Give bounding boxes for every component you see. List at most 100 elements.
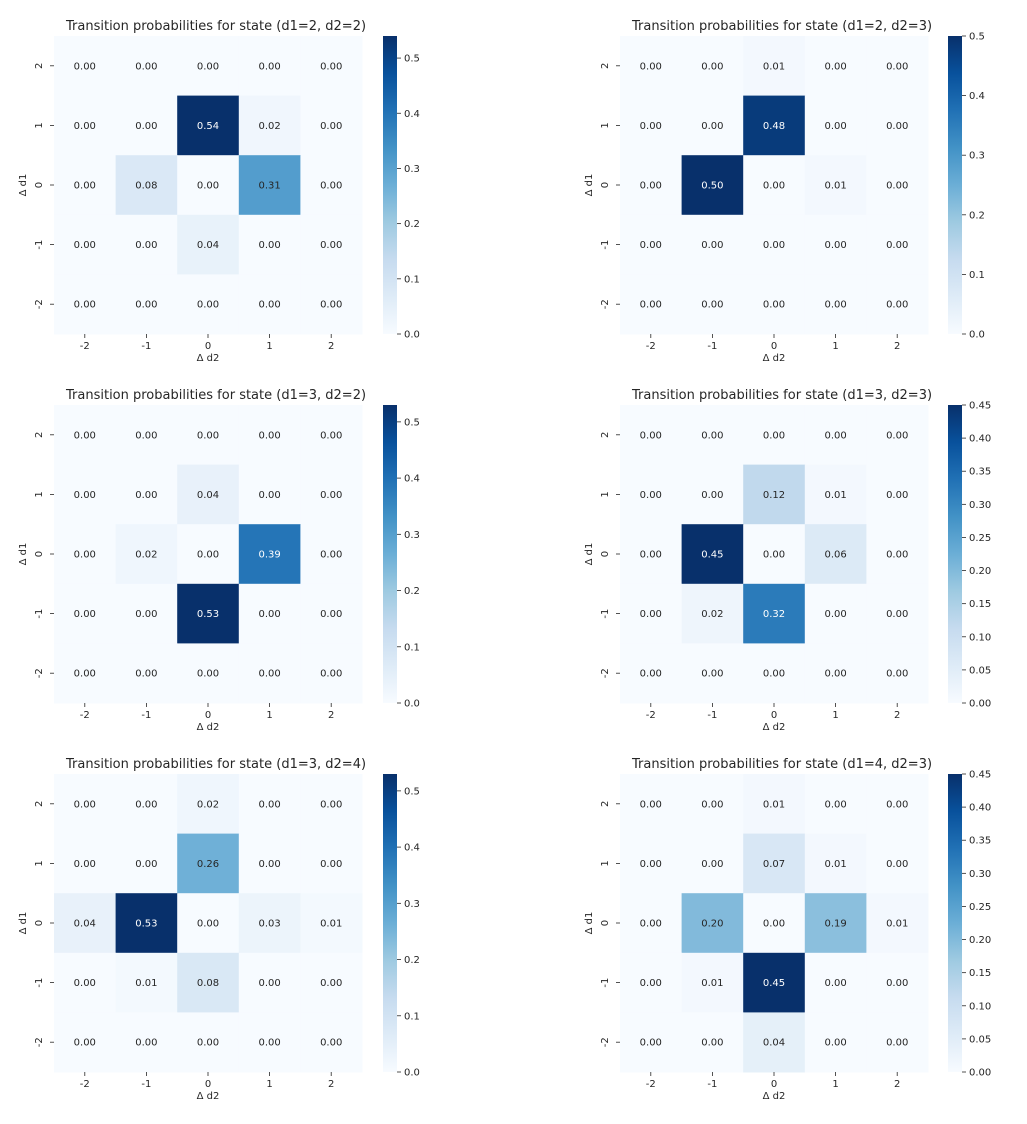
cell-value-label: 0.00 — [640, 61, 662, 72]
y-tick-label: 0 — [600, 551, 611, 557]
cell-value-label: 0.32 — [763, 609, 785, 620]
cell-value-label: 0.00 — [320, 1038, 342, 1049]
heatmap-cell — [681, 833, 744, 894]
colorbar-gradient — [948, 774, 962, 1072]
heatmap-cell — [300, 36, 363, 97]
heatmap-panel-1: Transition probabilities for state (d1=2… — [18, 19, 420, 364]
cell-value-label: 0.00 — [886, 430, 908, 441]
heatmap-cell — [238, 36, 301, 97]
colorbar-tick-label: 0.3 — [404, 899, 420, 910]
colorbar-gradient — [383, 774, 397, 1072]
heatmap-cell — [238, 1012, 301, 1073]
colorbar-tick-label: 0.5 — [404, 54, 420, 65]
cell-value-label: 0.00 — [701, 490, 723, 501]
heatmap-panel-2: Transition probabilities for state (d1=2… — [584, 19, 985, 364]
cell-value-label: 0.00 — [320, 669, 342, 680]
cell-value-label: 0.00 — [74, 609, 96, 620]
colorbar-tick-label: 0.4 — [404, 843, 420, 854]
x-tick-label: -2 — [80, 710, 90, 721]
cell-value-label: 0.00 — [763, 430, 785, 441]
colorbar: 0.00 0.05 0.10 0.15 0.20 0.25 0.30 0.35 0.40 0.45 — [948, 401, 991, 710]
heatmap-cell — [300, 155, 363, 216]
x-tick-label: -2 — [646, 1079, 656, 1090]
heatmap-cell — [238, 155, 301, 216]
heatmap-cell — [238, 274, 301, 335]
heatmap-cell — [238, 583, 301, 644]
colorbar-tick-label: 0.30 — [969, 500, 991, 511]
cell-value-label: 0.00 — [74, 490, 96, 501]
cell-value-label: 0.08 — [197, 978, 219, 989]
y-tick-label: 0 — [600, 920, 611, 926]
heatmap-cell — [743, 643, 806, 704]
cell-value-label: 0.00 — [135, 669, 157, 680]
heatmap-cell — [743, 274, 806, 335]
colorbar: 0.0 0.1 0.2 0.3 0.4 0.5 — [948, 32, 985, 341]
colorbar-tick-label: 0.10 — [969, 632, 991, 643]
cell-value-label: 0.00 — [886, 1038, 908, 1049]
cell-value-label: 0.07 — [763, 859, 785, 870]
heatmap-cell — [54, 155, 117, 216]
cell-value-label: 0.00 — [74, 978, 96, 989]
cell-value-label: 0.00 — [258, 799, 280, 810]
cell-value-label: 0.00 — [258, 430, 280, 441]
cell-value-label: 0.01 — [701, 978, 723, 989]
cell-value-label: 0.12 — [763, 490, 785, 501]
heatmap-cell — [300, 464, 363, 525]
cell-value-label: 0.00 — [824, 669, 846, 680]
heatmap-cell — [300, 1012, 363, 1073]
heatmap-cell — [681, 214, 744, 275]
colorbar-tick-label: 0.15 — [969, 968, 991, 979]
heatmap-cell — [620, 1012, 683, 1073]
heatmap-cell — [177, 274, 240, 335]
heatmap-cell — [804, 95, 867, 156]
x-tick-label: 0 — [205, 710, 211, 721]
heatmap-cell — [620, 405, 683, 466]
y-tick-label: -1 — [34, 978, 45, 988]
heatmap-cell — [300, 583, 363, 644]
heatmap-cell — [300, 833, 363, 894]
heatmap-panel-3: Transition probabilities for state (d1=3… — [18, 388, 420, 733]
x-tick-label: 2 — [894, 341, 900, 352]
heatmap-cell — [300, 405, 363, 466]
colorbar-tick-label: 0.00 — [969, 1068, 991, 1079]
cell-value-label: 0.00 — [824, 61, 846, 72]
cell-value-label: 0.00 — [824, 1038, 846, 1049]
colorbar: 0.0 0.1 0.2 0.3 0.4 0.5 — [383, 774, 420, 1079]
cell-value-label: 0.02 — [701, 609, 723, 620]
heatmap-cell — [115, 833, 178, 894]
x-tick-label: 2 — [894, 710, 900, 721]
heatmap-cell — [238, 833, 301, 894]
cell-value-label: 0.00 — [886, 490, 908, 501]
x-tick-label: -1 — [707, 710, 717, 721]
cell-value-label: 0.00 — [74, 240, 96, 251]
cell-value-label: 0.00 — [320, 61, 342, 72]
y-tick-label: -1 — [34, 240, 45, 250]
heatmap-cell — [743, 952, 806, 1013]
heatmap-cell — [115, 95, 178, 156]
colorbar-gradient — [948, 405, 962, 703]
y-tick-label: -2 — [600, 299, 611, 309]
cell-value-label: 0.00 — [886, 550, 908, 561]
heatmap-cell — [300, 274, 363, 335]
colorbar-tick-label: 0.05 — [969, 665, 991, 676]
x-tick-label: -1 — [141, 341, 151, 352]
cell-value-label: 0.39 — [258, 550, 280, 561]
cell-value-label: 0.00 — [763, 300, 785, 311]
heatmap-cell — [743, 774, 806, 835]
y-tick-label: 0 — [34, 920, 45, 926]
heatmap-cell — [866, 214, 929, 275]
cell-value-label: 0.00 — [74, 300, 96, 311]
heatmap-cell — [804, 464, 867, 525]
heatmap-cell — [866, 95, 929, 156]
heatmap-cell — [866, 952, 929, 1013]
cell-value-label: 0.01 — [763, 61, 785, 72]
cell-value-label: 0.00 — [701, 1038, 723, 1049]
cell-value-label: 0.00 — [258, 669, 280, 680]
colorbar-tick-label: 0.00 — [969, 699, 991, 710]
heatmap-cell — [743, 155, 806, 216]
colorbar-tick-label: 0.5 — [404, 786, 420, 797]
heatmap-cell — [804, 952, 867, 1013]
chart-title: Transition probabilities for state (d1=3… — [65, 388, 366, 403]
heatmap-cell — [115, 36, 178, 97]
colorbar-tick-label: 0.40 — [969, 803, 991, 814]
